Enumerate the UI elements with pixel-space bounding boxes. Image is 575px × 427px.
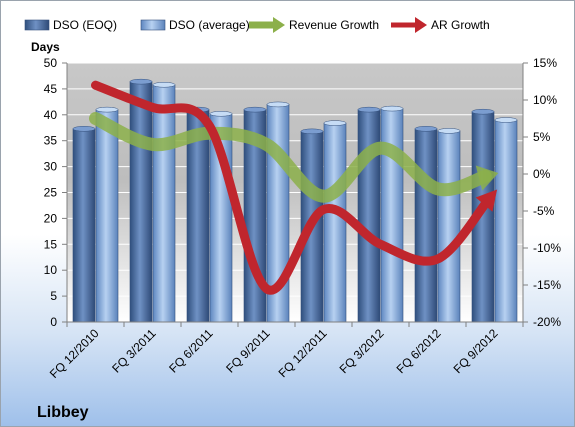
x-tick-label: FQ 9/2011 (223, 326, 273, 376)
y2-tick-label: 5% (533, 130, 551, 144)
legend-swatch (140, 19, 166, 31)
y-tick-label: 30 (44, 160, 58, 174)
legend-swatch-arrow (273, 17, 285, 33)
legend-label: DSO (average) (169, 18, 250, 32)
bar (380, 108, 404, 323)
y-axis-label: Days (31, 40, 60, 54)
bar-cap (414, 126, 438, 132)
series-arrowhead (475, 165, 499, 191)
bar-cap (357, 106, 381, 113)
y-tick-label: 35 (44, 134, 58, 148)
y-tick-label: 5 (50, 289, 57, 303)
bar-cap (380, 105, 404, 112)
y-tick-label: 25 (44, 186, 58, 200)
legend-swatch-arrow (415, 17, 427, 33)
x-tick-label: FQ 6/2012 (394, 326, 444, 376)
bar (323, 122, 347, 323)
legend-label: Revenue Growth (289, 18, 379, 32)
y2-tick-label: -10% (533, 241, 561, 255)
y2-tick-label: 15% (533, 56, 557, 70)
y2-tick-label: -5% (533, 204, 555, 218)
y2-tick-label: -20% (533, 315, 561, 329)
y-tick-label: 40 (44, 108, 58, 122)
legend-label: DSO (EOQ) (53, 18, 117, 32)
y2-tick-label: 0% (533, 167, 551, 181)
legend: DSO (EOQ) DSO (average) Revenue Growth AR G… (24, 17, 490, 33)
bar (152, 84, 176, 323)
y2-tick-label: 10% (533, 93, 557, 107)
bar-cap (95, 106, 119, 113)
bar-cap (243, 106, 267, 113)
bar-cap (266, 101, 290, 108)
x-tick-label: FQ 6/2011 (166, 326, 216, 376)
y-tick-label: 15 (44, 237, 58, 251)
bar-cap (129, 78, 153, 85)
bar (357, 109, 381, 323)
y-tick-label: 10 (44, 263, 58, 277)
chart-title: Libbey (37, 404, 89, 421)
bar-cap (323, 120, 347, 126)
bar-cap (471, 108, 495, 115)
x-tick-label: FQ 9/2012 (451, 326, 501, 376)
series-line (89, 112, 492, 203)
bar-cap (300, 128, 324, 135)
x-tick-label: FQ 12/2011 (276, 326, 330, 380)
x-tick-label: FQ 12/2010 (47, 326, 102, 381)
y-tick-label: 45 (44, 82, 58, 96)
y-tick-label: 0 (50, 315, 57, 329)
legend-label: AR Growth (431, 18, 490, 32)
bar-cap (152, 82, 176, 88)
series-arrowhead (475, 189, 498, 212)
bar (414, 128, 438, 323)
bar-cap (209, 111, 233, 117)
y-tick-label: 50 (44, 56, 58, 70)
bar-cap (437, 128, 461, 134)
y-tick-label: 20 (44, 211, 58, 225)
bar (129, 81, 153, 323)
y2-tick-label: -15% (533, 278, 561, 292)
bar (494, 119, 518, 323)
growth-lines (89, 80, 499, 295)
x-tick-label: FQ 3/2012 (337, 326, 387, 376)
bar (95, 109, 119, 323)
series-line (91, 80, 493, 295)
x-tick-label: FQ 3/2011 (109, 326, 159, 376)
bar (72, 128, 96, 323)
bar-cap (494, 117, 518, 123)
legend-swatch (24, 19, 50, 31)
bar (437, 130, 461, 323)
bar-cap (72, 126, 96, 132)
